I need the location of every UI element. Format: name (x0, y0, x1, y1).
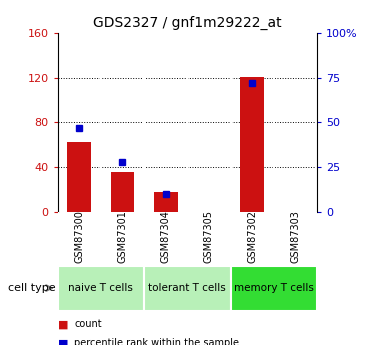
Text: GSM87301: GSM87301 (118, 210, 127, 263)
Bar (240, 77, 264, 212)
Text: GSM87302: GSM87302 (247, 210, 257, 263)
Text: percentile rank within the sample: percentile rank within the sample (74, 338, 239, 345)
Text: naive T cells: naive T cells (68, 283, 133, 293)
Bar (144, 266, 231, 311)
Bar (58, 266, 144, 311)
Bar (154, 192, 178, 212)
Text: ■: ■ (58, 338, 68, 345)
Title: GDS2327 / gnf1m29222_at: GDS2327 / gnf1m29222_at (93, 16, 282, 30)
Bar (231, 266, 317, 311)
Text: memory T cells: memory T cells (234, 283, 314, 293)
Text: ■: ■ (58, 319, 68, 329)
Text: GSM87303: GSM87303 (290, 210, 301, 263)
Bar (67, 141, 91, 212)
Bar (111, 172, 134, 212)
Text: tolerant T cells: tolerant T cells (148, 283, 226, 293)
Text: cell type: cell type (8, 283, 56, 293)
Text: GSM87305: GSM87305 (204, 210, 214, 263)
Text: count: count (74, 319, 102, 329)
Text: GSM87300: GSM87300 (74, 210, 84, 263)
Text: GSM87304: GSM87304 (161, 210, 171, 263)
